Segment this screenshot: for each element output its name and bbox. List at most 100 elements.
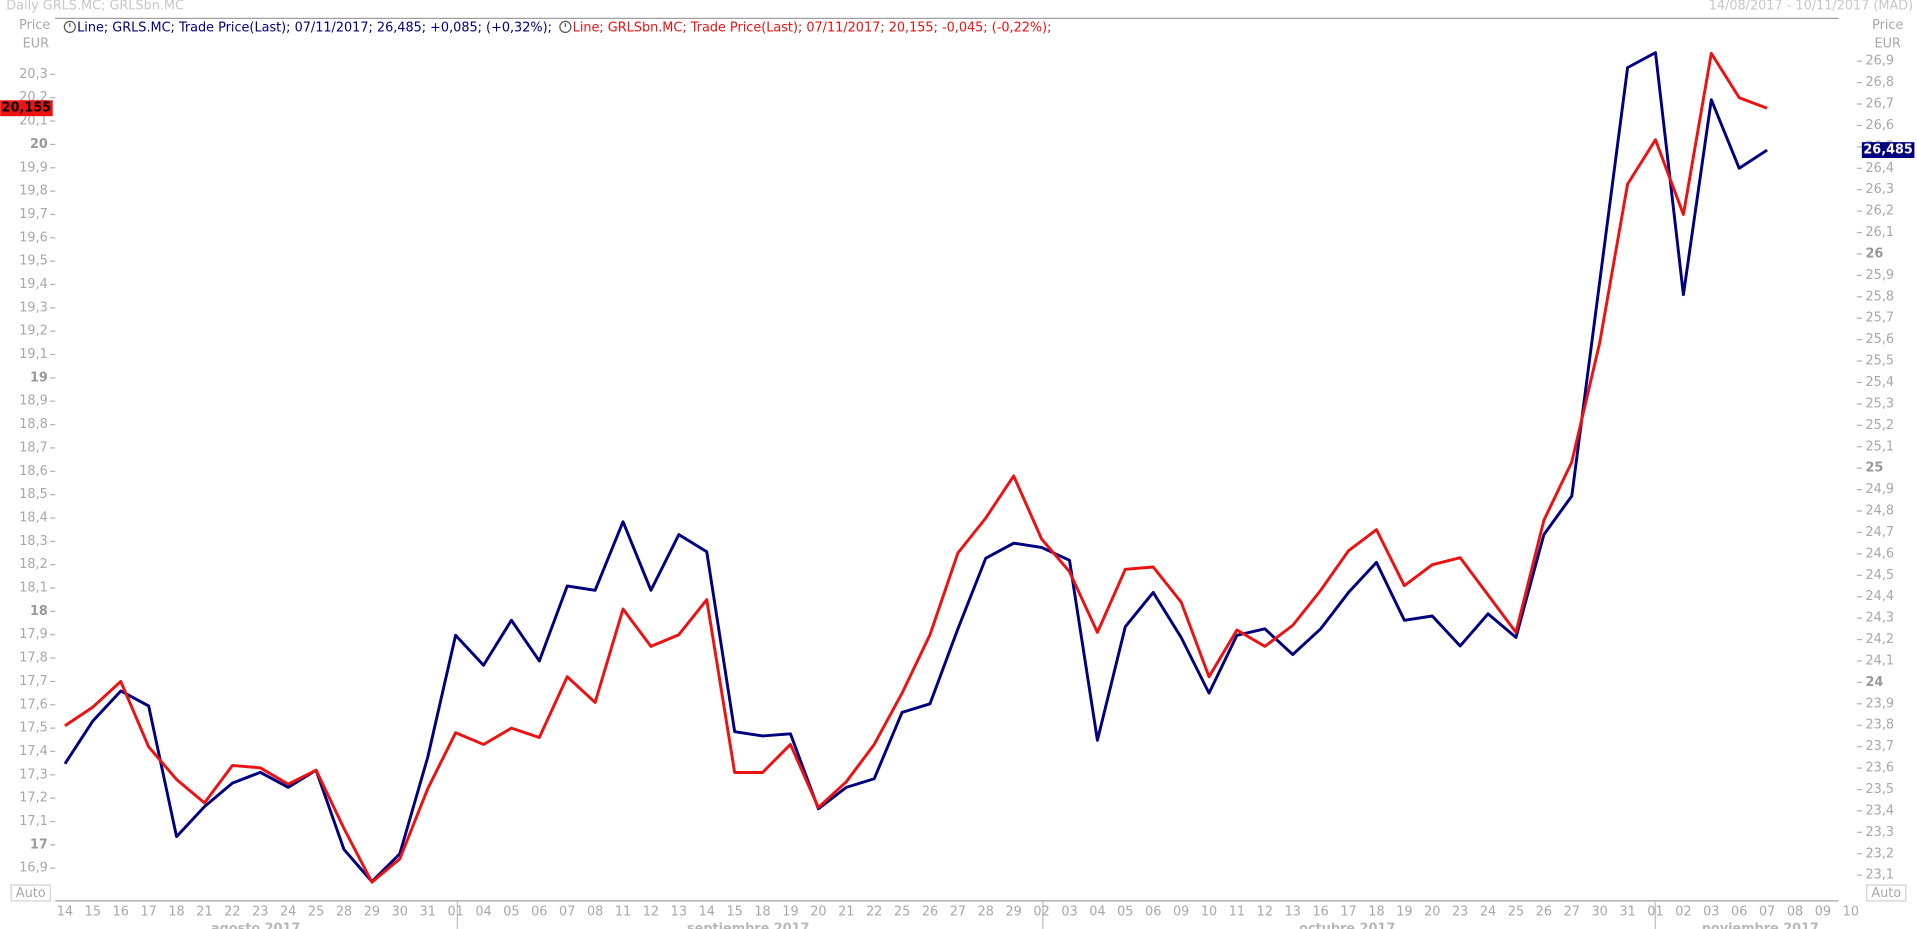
x-tick-label: 21 <box>838 904 854 919</box>
y2-tick-label: 25,5 <box>1865 354 1894 369</box>
x-tick-label: 06 <box>1731 904 1747 919</box>
x-tick-label: 16 <box>1312 904 1328 919</box>
month-label: agosto 2017 <box>211 922 300 929</box>
x-tick-label: 28 <box>978 904 994 919</box>
y-tick-label: 18,7 <box>19 440 48 455</box>
y-tick-label: 18,1 <box>19 581 48 596</box>
x-tick-label: 11 <box>1229 904 1245 919</box>
y-tick-label: 19,5 <box>19 254 48 269</box>
y2-tick-label: 23,3 <box>1865 825 1894 840</box>
x-tick-label: 02 <box>1033 904 1049 919</box>
x-tick-label: 22 <box>866 904 882 919</box>
x-tick-label: 22 <box>224 904 240 919</box>
x-tick-label: 06 <box>1145 904 1161 919</box>
series-line <box>63 51 1768 884</box>
y2-tick-label: 23,9 <box>1865 696 1894 711</box>
y-tick-label: 19,9 <box>19 160 48 175</box>
y2-tick-label: 23,5 <box>1865 782 1894 797</box>
last-value-label: 20,155 <box>2 101 52 116</box>
x-tick-label: 12 <box>1257 904 1273 919</box>
y2-tick-label: 26,4 <box>1865 161 1894 176</box>
x-tick-label: 16 <box>113 904 129 919</box>
x-tick-label: 09 <box>1173 904 1189 919</box>
auto-button[interactable] <box>1866 884 1907 902</box>
y2-tick-label: 25,7 <box>1865 311 1894 326</box>
x-tick-label: 08 <box>1787 904 1803 919</box>
y-tick-label: 19 <box>30 370 48 385</box>
y-tick-label: 19,8 <box>19 184 48 199</box>
y2-tick-label: 25,3 <box>1865 396 1894 411</box>
x-tick-label: 31 <box>1619 904 1635 919</box>
x-tick-label: 04 <box>1089 904 1105 919</box>
y2-tick-label: 26,9 <box>1865 54 1894 69</box>
last-value-tag <box>0 100 53 117</box>
y2-tick-label: 23,8 <box>1865 718 1894 733</box>
auto-button-label[interactable]: Auto <box>16 886 46 901</box>
y-tick-label: 17,5 <box>19 721 48 736</box>
x-tick-label: 04 <box>475 904 491 919</box>
y-tick-label: 19,1 <box>19 347 48 362</box>
x-tick-label: 17 <box>1340 904 1356 919</box>
y2-tick-label: 26,8 <box>1865 75 1894 90</box>
x-tick-label: 01 <box>1647 904 1663 919</box>
x-tick-label: 05 <box>503 904 519 919</box>
x-tick-label: 14 <box>699 904 715 919</box>
y2-tick-label: 26 <box>1865 246 1883 261</box>
legend-entry: Line; GRLS.MC; Trade Price(Last); 07/11/… <box>77 21 552 36</box>
x-tick-label: 18 <box>168 904 184 919</box>
y2-tick-label: 23,2 <box>1865 846 1894 861</box>
x-tick-label: 28 <box>336 904 352 919</box>
y-tick-label: 17,7 <box>19 674 48 689</box>
y-tick-label: 16,9 <box>19 861 48 876</box>
x-tick-label: 27 <box>1564 904 1580 919</box>
x-tick-label: 07 <box>1759 904 1775 919</box>
x-tick-label: 12 <box>643 904 659 919</box>
y-tick-label: 17,6 <box>19 697 48 712</box>
last-value-tag <box>1861 142 1915 159</box>
series-line <box>64 51 1768 884</box>
x-tick-label: 06 <box>531 904 547 919</box>
y2-tick-label: 24,9 <box>1865 482 1894 497</box>
y-tick-label: 20,3 <box>19 67 48 82</box>
y-tick-label: 18,3 <box>19 534 48 549</box>
y-tick-label: 18,4 <box>19 510 48 525</box>
month-label: octubre 2017 <box>1299 922 1395 929</box>
y-tick-label: 17,2 <box>19 791 48 806</box>
y-tick-label: 19,2 <box>19 324 48 339</box>
y2-tick-label: 26,6 <box>1865 118 1894 133</box>
y2-tick-label: 24,3 <box>1865 611 1894 626</box>
chart-title: Daily GRLS.MC; GRLSbn.MC <box>6 0 184 14</box>
y-tick-label: 17,3 <box>19 767 48 782</box>
y2-tick-label: 24,7 <box>1865 525 1894 540</box>
x-tick-label: 13 <box>671 904 687 919</box>
x-tick-label: 25 <box>308 904 324 919</box>
y2-tick-label: 25,8 <box>1865 289 1894 304</box>
y2-tick-label: 25,9 <box>1865 268 1894 283</box>
x-tick-label: 20 <box>1424 904 1440 919</box>
y-tick-label: 18 <box>30 604 48 619</box>
x-tick-label: 21 <box>196 904 212 919</box>
auto-button-label[interactable]: Auto <box>1871 886 1901 901</box>
x-tick-label: 03 <box>1061 904 1077 919</box>
y-tick-label: 18,5 <box>19 487 48 502</box>
y-tick-label: 17,4 <box>19 744 48 759</box>
x-tick-label: 03 <box>1703 904 1719 919</box>
x-tick-label: 26 <box>1536 904 1552 919</box>
x-tick-label: 31 <box>420 904 436 919</box>
x-tick-label: 23 <box>1452 904 1468 919</box>
y2-tick-label: 23,6 <box>1865 761 1894 776</box>
y2-tick-label: 26,3 <box>1865 182 1894 197</box>
y2-tick-label: 23,7 <box>1865 739 1894 754</box>
y-tick-label: 17,1 <box>19 814 48 829</box>
x-tick-label: 01 <box>447 904 463 919</box>
y2-tick-label: 26,7 <box>1865 97 1894 112</box>
y2-tick-label: 24 <box>1865 675 1883 690</box>
x-tick-label: 27 <box>950 904 966 919</box>
y-tick-label: 18,9 <box>19 394 48 409</box>
y-tick-label: 20,1 <box>19 114 48 129</box>
x-tick-label: 11 <box>615 904 631 919</box>
auto-button[interactable] <box>10 884 51 902</box>
x-tick-label: 19 <box>782 904 798 919</box>
